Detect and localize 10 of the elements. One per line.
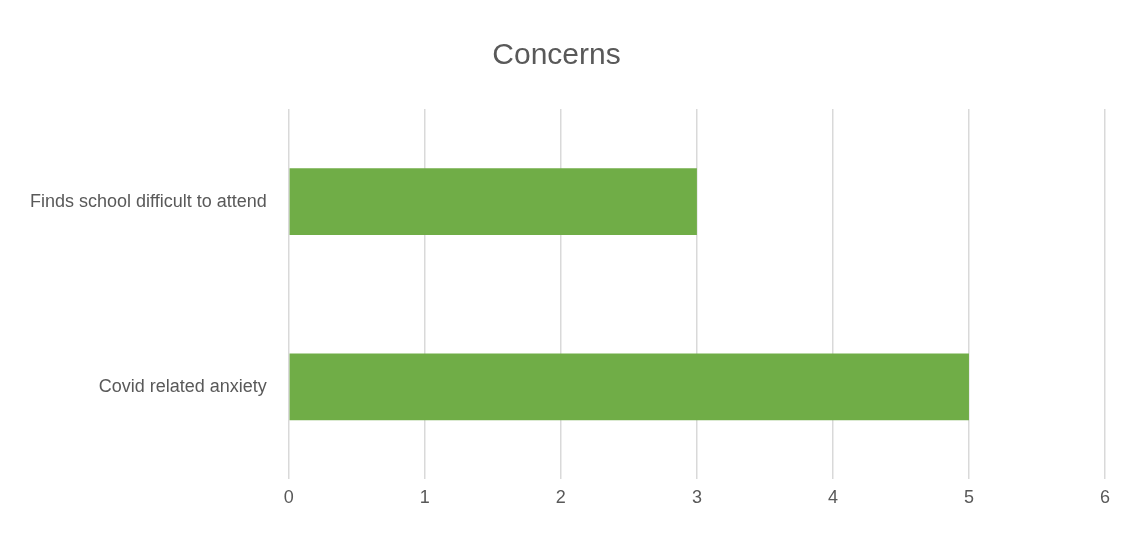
x-tick-label: 2: [555, 487, 566, 508]
x-tick-label: 1: [419, 487, 430, 508]
x-tick-label: 6: [1099, 487, 1111, 508]
x-tick-label: 4: [827, 487, 838, 508]
x-tick-label: 5: [963, 487, 974, 508]
y-tick-label: Covid related anxiety: [98, 375, 267, 396]
x-tick-label: 0: [283, 487, 294, 508]
y-tick-label: Finds school difficult to attend: [29, 190, 267, 211]
chart-title: Concerns: [492, 37, 621, 71]
x-tick-label: 3: [691, 487, 702, 508]
